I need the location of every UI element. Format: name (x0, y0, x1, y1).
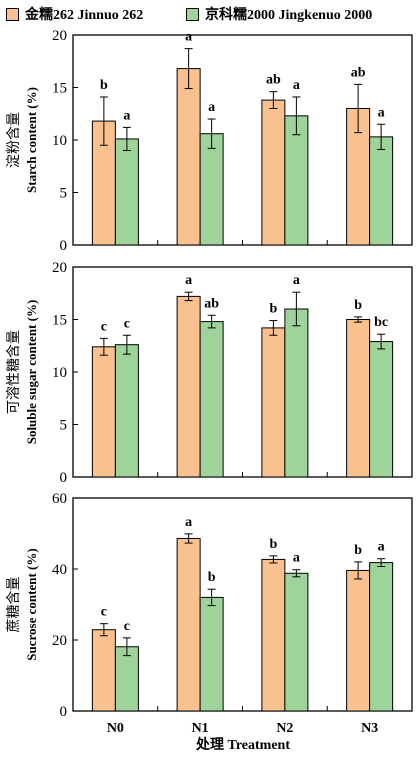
y-tick-label: 0 (60, 470, 68, 486)
significance-letter: b (269, 537, 277, 552)
y-tick-label: 20 (52, 260, 67, 276)
bar (91, 346, 116, 478)
significance-letter: c (101, 319, 107, 334)
significance-letter: ab (351, 65, 366, 80)
significance-letter: bc (374, 315, 388, 330)
significance-letter: a (378, 540, 385, 555)
significance-letter: b (208, 570, 216, 585)
bar (176, 295, 201, 478)
significance-letter: a (185, 30, 192, 45)
y-axis-title-zh: 可溶性糖含量 (6, 330, 22, 414)
x-tick-label: N1 (192, 721, 209, 736)
y-tick-label: 20 (52, 28, 67, 44)
y-tick-label: 60 (52, 491, 67, 507)
panel-2: 0 5 10 15 20 可溶性糖含量 Soluble sugar content (%) c… (6, 260, 413, 486)
x-tick-label: N0 (107, 721, 124, 736)
legend-label-jinnuo: 金糯262 Jinnuo 262 (25, 8, 144, 23)
significance-letter: a (293, 551, 300, 566)
significance-letter: a (185, 273, 192, 288)
y-axis-title-en: Starch content (%) (24, 87, 39, 193)
significance-letter: b (100, 78, 108, 93)
legend-label-jingkenuo: 京科糯2000 Jingkenuo 2000 (205, 8, 373, 23)
significance-letter: ab (204, 296, 219, 311)
y-tick-label: 5 (60, 186, 68, 202)
significance-letter: c (124, 316, 130, 331)
x-tick-label: N2 (276, 721, 293, 736)
bar (91, 629, 116, 712)
bar (346, 569, 371, 712)
bar (261, 327, 286, 478)
legend-item-jinnuo: 金糯262 Jinnuo 262 (6, 4, 143, 24)
bar (114, 344, 139, 478)
y-tick-label: 40 (52, 562, 67, 578)
significance-letter: a (185, 515, 192, 530)
y-axis-title-en: Sucrose content (%) (24, 548, 39, 660)
y-tick-label: 15 (52, 81, 67, 97)
bar (199, 133, 224, 246)
legend-swatch-jingkenuo (186, 7, 199, 21)
y-tick-label: 20 (52, 633, 67, 649)
y-axis-title-zh: 淀粉含量 (6, 112, 22, 168)
significance-letter: ab (266, 73, 281, 88)
bar (284, 572, 309, 712)
bar (114, 138, 139, 246)
y-tick-label: 10 (52, 365, 67, 381)
significance-letter: c (124, 619, 130, 634)
bar (261, 558, 286, 712)
y-tick-label: 15 (52, 313, 67, 329)
legend-swatch-jinnuo (6, 7, 19, 21)
significance-letter: b (354, 543, 362, 558)
significance-letter: b (269, 302, 277, 317)
y-tick-label: 0 (60, 704, 68, 720)
bar (369, 136, 394, 246)
y-axis-title-en: Soluble sugar content (%) (24, 300, 39, 445)
significance-letter: b (354, 298, 362, 313)
panel-3: 0 20 40 60 蔗糖含量 Sucrose content (%) c a b b c b a a N0… (6, 491, 413, 736)
legend-item-jingkenuo: 京科糯2000 Jingkenuo 2000 (186, 4, 372, 24)
bar (176, 68, 201, 246)
significance-letter: a (293, 78, 300, 93)
y-tick-label: 0 (60, 238, 68, 254)
significance-letter: a (123, 108, 130, 123)
y-tick-label: 5 (60, 418, 68, 434)
legend: 金糯262 Jinnuo 262 京科糯2000 Jingkenuo 2000 (0, 0, 416, 24)
significance-letter: a (378, 105, 385, 120)
significance-letter: a (293, 273, 300, 288)
bar (284, 308, 309, 478)
x-tick-label: N3 (361, 721, 378, 736)
bar (346, 319, 371, 478)
y-tick-label: 10 (52, 133, 67, 149)
significance-letter: a (208, 100, 215, 115)
bar (176, 537, 201, 712)
bar (261, 99, 286, 246)
x-axis-title: 处理 Treatment (195, 736, 290, 753)
significance-letter: c (101, 605, 107, 620)
bar (114, 646, 139, 712)
bar (369, 562, 394, 712)
bar (199, 321, 224, 478)
bar (199, 596, 224, 712)
y-axis-title-zh: 蔗糖含量 (6, 577, 22, 633)
bar (369, 341, 394, 478)
